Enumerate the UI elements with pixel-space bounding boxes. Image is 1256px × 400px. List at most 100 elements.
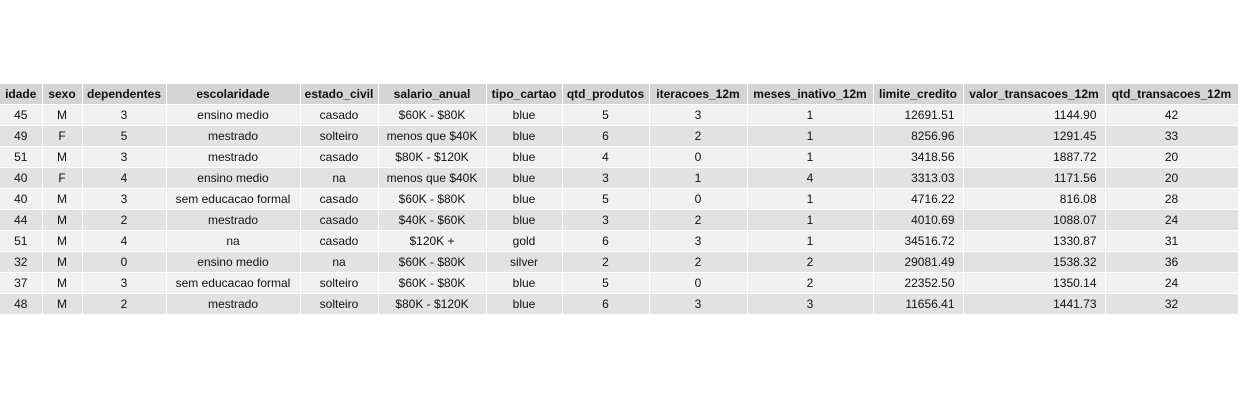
cell-escolaridade: ensino medio: [166, 104, 301, 126]
column-header-valor-transacoes-12m[interactable]: valor_transacoes_12m: [963, 84, 1106, 105]
column-header-sexo[interactable]: sexo: [42, 84, 83, 105]
cell-sexo: F: [42, 167, 83, 189]
cell-valor-transacoes-12m: 1144.90: [963, 104, 1106, 126]
cell-valor-transacoes-12m: 816.08: [963, 188, 1106, 210]
cell-qtd-produtos: 6: [562, 230, 650, 252]
cell-meses-inativo-12m: 1: [747, 125, 874, 147]
cell-salario-anual: $80K - $120K: [378, 146, 487, 168]
cell-escolaridade: mestrado: [166, 125, 301, 147]
cell-salario-anual: $120K +: [378, 230, 487, 252]
cell-limite-credito: 4716.22: [873, 188, 964, 210]
cell-meses-inativo-12m: 4: [747, 167, 874, 189]
cell-qtd-transacoes-12m: 20: [1105, 167, 1239, 189]
cell-estado-civil: casado: [300, 209, 379, 231]
cell-limite-credito: 3313.03: [873, 167, 964, 189]
table-row[interactable]: 45 M 3 ensino medio casado $60K - $80K blue 5 3 1…: [0, 104, 1239, 126]
cell-valor-transacoes-12m: 1291.45: [963, 125, 1106, 147]
table-row[interactable]: 51 M 3 mestrado casado $80K - $120K blue 4 0 1 341…: [0, 146, 1239, 168]
cell-qtd-produtos: 6: [562, 125, 650, 147]
cell-salario-anual: $60K - $80K: [378, 272, 487, 294]
column-header-tipo-cartao[interactable]: tipo_cartao: [486, 84, 563, 105]
cell-idade: 51: [0, 230, 43, 252]
cell-sexo: M: [42, 251, 83, 273]
column-header-limite-credito[interactable]: limite_credito: [873, 84, 964, 105]
cell-tipo-cartao: blue: [486, 293, 563, 314]
cell-qtd-produtos: 3: [562, 209, 650, 231]
table-row[interactable]: 51 M 4 na casado $120K + gold 6 3 1 34516.72 1330.8…: [0, 230, 1239, 252]
cell-salario-anual: menos que $40K: [378, 125, 487, 147]
cell-dependentes: 2: [82, 293, 167, 314]
table-row[interactable]: 49 F 5 mestrado solteiro menos que $40K blue 6 2…: [0, 125, 1239, 147]
cell-valor-transacoes-12m: 1441.73: [963, 293, 1106, 314]
data-table-container: idade sexo dependentes escolaridade estado_c…: [0, 84, 1239, 314]
cell-sexo: M: [42, 272, 83, 294]
cell-estado-civil: casado: [300, 146, 379, 168]
table-header: idade sexo dependentes escolaridade estado_c…: [0, 84, 1239, 105]
column-header-meses-inativo-12m[interactable]: meses_inativo_12m: [747, 84, 874, 105]
cell-qtd-transacoes-12m: 28: [1105, 188, 1239, 210]
cell-estado-civil: na: [300, 167, 379, 189]
table-row[interactable]: 40 F 4 ensino medio na menos que $40K blue 3 1 4 3…: [0, 167, 1239, 189]
table-row[interactable]: 40 M 3 sem educacao formal casado $60K - $80K…: [0, 188, 1239, 210]
cell-estado-civil: solteiro: [300, 272, 379, 294]
cell-meses-inativo-12m: 1: [747, 209, 874, 231]
cell-iteracoes-12m: 2: [649, 251, 748, 273]
cell-estado-civil: solteiro: [300, 293, 379, 314]
column-header-salario-anual[interactable]: salario_anual: [378, 84, 487, 105]
cell-escolaridade: sem educacao formal: [166, 188, 301, 210]
cell-sexo: M: [42, 188, 83, 210]
column-header-qtd-transacoes-12m[interactable]: qtd_transacoes_12m: [1105, 84, 1239, 105]
cell-sexo: M: [42, 146, 83, 168]
cell-dependentes: 2: [82, 209, 167, 231]
cell-valor-transacoes-12m: 1171.56: [963, 167, 1106, 189]
cell-iteracoes-12m: 1: [649, 167, 748, 189]
cell-qtd-transacoes-12m: 31: [1105, 230, 1239, 252]
cell-limite-credito: 11656.41: [873, 293, 964, 314]
cell-dependentes: 4: [82, 230, 167, 252]
cell-escolaridade: na: [166, 230, 301, 252]
cell-salario-anual: $60K - $80K: [378, 251, 487, 273]
cell-tipo-cartao: blue: [486, 125, 563, 147]
cell-tipo-cartao: blue: [486, 104, 563, 126]
cell-iteracoes-12m: 3: [649, 230, 748, 252]
cell-meses-inativo-12m: 2: [747, 272, 874, 294]
cell-valor-transacoes-12m: 1887.72: [963, 146, 1106, 168]
cell-limite-credito: 3418.56: [873, 146, 964, 168]
cell-iteracoes-12m: 2: [649, 209, 748, 231]
cell-qtd-transacoes-12m: 32: [1105, 293, 1239, 314]
cell-tipo-cartao: blue: [486, 188, 563, 210]
cell-estado-civil: casado: [300, 188, 379, 210]
cell-sexo: M: [42, 209, 83, 231]
cell-dependentes: 3: [82, 188, 167, 210]
column-header-estado-civil[interactable]: estado_civil: [300, 84, 379, 105]
cell-estado-civil: casado: [300, 104, 379, 126]
table-row[interactable]: 44 M 2 mestrado casado $40K - $60K blue 3 2 1 4010…: [0, 209, 1239, 231]
table-row[interactable]: 48 M 2 mestrado solteiro $80K - $120K blue 6 3 3 1…: [0, 293, 1239, 314]
column-header-dependentes[interactable]: dependentes: [82, 84, 167, 105]
cell-escolaridade: mestrado: [166, 209, 301, 231]
cell-dependentes: 5: [82, 125, 167, 147]
table-row[interactable]: 37 M 3 sem educacao formal solteiro $60K - $8…: [0, 272, 1239, 294]
cell-idade: 44: [0, 209, 43, 231]
cell-idade: 48: [0, 293, 43, 314]
column-header-idade[interactable]: idade: [0, 84, 43, 105]
column-header-escolaridade[interactable]: escolaridade: [166, 84, 301, 105]
cell-meses-inativo-12m: 1: [747, 104, 874, 126]
cell-qtd-transacoes-12m: 24: [1105, 209, 1239, 231]
cell-valor-transacoes-12m: 1350.14: [963, 272, 1106, 294]
cell-limite-credito: 4010.69: [873, 209, 964, 231]
cell-meses-inativo-12m: 1: [747, 146, 874, 168]
cell-idade: 37: [0, 272, 43, 294]
cell-tipo-cartao: blue: [486, 272, 563, 294]
cell-tipo-cartao: blue: [486, 167, 563, 189]
cell-escolaridade: ensino medio: [166, 167, 301, 189]
cell-dependentes: 3: [82, 146, 167, 168]
table-row[interactable]: 32 M 0 ensino medio na $60K - $80K silver 2 2 2 29…: [0, 251, 1239, 273]
column-header-iteracoes-12m[interactable]: iteracoes_12m: [649, 84, 748, 105]
cell-qtd-transacoes-12m: 33: [1105, 125, 1239, 147]
cell-escolaridade: mestrado: [166, 293, 301, 314]
cell-salario-anual: $80K - $120K: [378, 293, 487, 314]
cell-estado-civil: solteiro: [300, 125, 379, 147]
cell-tipo-cartao: blue: [486, 146, 563, 168]
column-header-qtd-produtos[interactable]: qtd_produtos: [562, 84, 650, 105]
